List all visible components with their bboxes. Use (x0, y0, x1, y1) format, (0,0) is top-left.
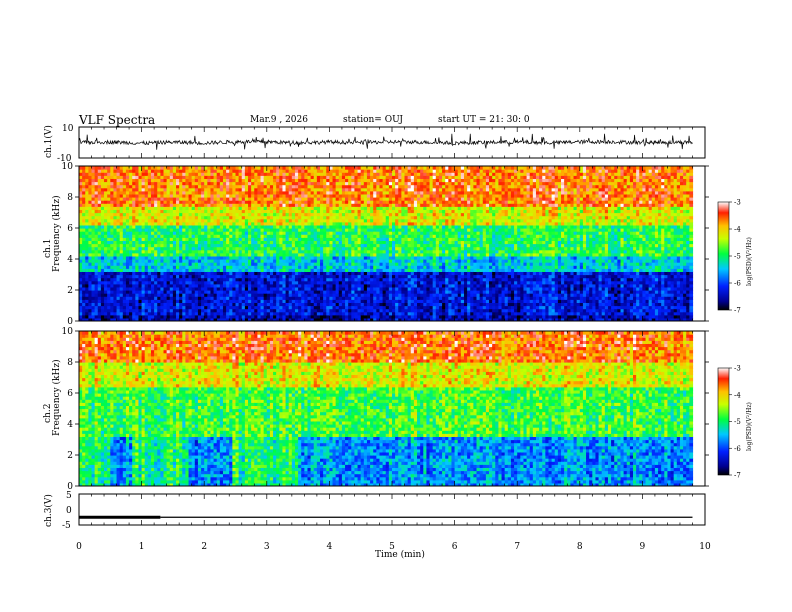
colorbar-tick-label: -3 (734, 199, 741, 207)
time-tick-label: 9 (640, 542, 646, 552)
ytick-label: 2 (67, 451, 73, 461)
ytick-label: 10 (62, 162, 74, 172)
colorbar-tick-label: -3 (734, 365, 741, 373)
ch1-colorbar: -3 -4 -5 -6 -7 log(PSD)(V²/Hz) (717, 199, 753, 315)
ch3-xticks (78, 494, 706, 525)
date-label: Mar.9 , 2026 (250, 115, 308, 125)
ytick-label: 0 (67, 482, 73, 492)
ch2-colorbar-label: log(PSD)(V²/Hz) (746, 402, 753, 451)
ytick-label: 4 (67, 420, 73, 430)
ch2-ylabel-frequency: Frequency (kHz) (51, 359, 62, 436)
colorbar-tick-label: -4 (734, 226, 741, 234)
ch3-ytick-mid: 0 (66, 506, 72, 516)
colorbar-tick-label: -6 (734, 445, 741, 453)
ytick-label: 6 (67, 389, 73, 399)
ch1-spectrogram-image (79, 166, 694, 321)
ytick-label: 4 (67, 255, 73, 265)
ch1-colorbar-label: log(PSD)(V²/Hz) (746, 237, 753, 286)
time-tick-label: 0 (76, 542, 82, 552)
start-ut-label: start UT = 21: 30: 0 (438, 115, 530, 125)
time-axis-label: Time (min) (375, 549, 425, 560)
ch2-spectrogram-panel: 0 2 4 6 8 10 ch.2 Frequency (kHz) (43, 327, 709, 492)
colorbar-tick-label: -7 (734, 472, 741, 480)
ch3-ytick-bottom: -5 (62, 521, 71, 531)
time-tick-label: 5 (389, 542, 395, 552)
ch2-spectrogram-image (79, 331, 694, 486)
colorbar-tick-label: -5 (734, 418, 741, 426)
time-tick-label: 1 (139, 542, 145, 552)
time-tick-label: 3 (264, 542, 270, 552)
station-label: station= OUJ (343, 115, 403, 125)
ytick-label: 10 (62, 327, 74, 337)
time-tick-label: 8 (577, 542, 583, 552)
ytick-label: 0 (67, 317, 73, 327)
ch2-xticks (78, 331, 706, 486)
ytick-label: 6 (67, 224, 73, 234)
time-tick-label: 10 (699, 542, 711, 552)
ch2-ylabel: ch.2 (43, 404, 53, 423)
wave-ytick-top: 10 (62, 124, 74, 134)
colorbar-tick-label: -7 (734, 307, 741, 315)
time-tick-label: 2 (201, 542, 207, 552)
ch3-ytick-top: 5 (66, 491, 72, 501)
ch1-spectrogram-panel: 0 2 4 6 8 10 ch.1 Frequency (kHz) (43, 162, 709, 327)
colorbar-tick-label: -4 (734, 391, 741, 399)
colorbar-tick-label: -5 (734, 253, 741, 261)
wave-ytick-bottom: -10 (57, 154, 72, 164)
ch1-waveform-panel: 10 -10 ch.1(V) (43, 124, 706, 164)
time-tick-label: 4 (327, 542, 333, 552)
ch1-xticks (78, 166, 706, 321)
time-tick-label: 7 (514, 542, 520, 552)
wave-xticks (78, 127, 706, 158)
ytick-label: 2 (67, 286, 73, 296)
ch2-yticks: 0 2 4 6 8 10 (62, 327, 709, 492)
figure-title: VLF Spectra (79, 113, 155, 127)
ytick-label: 8 (67, 193, 73, 203)
ch1-ylabel-frequency: Frequency (kHz) (51, 195, 62, 272)
ch2-colorbar: -3 -4 -5 -6 -7 log(PSD)(V²/Hz) (717, 365, 753, 480)
ch3-trace-panel: 5 0 -5 ch.3(V) 0 1 2 3 4 5 6 7 8 9 10 Time (min) (43, 491, 711, 560)
wave-ylabel: ch.1(V) (43, 125, 54, 158)
ch3-ylabel: ch.3(V) (43, 494, 54, 527)
colorbar-tick-label: -6 (734, 280, 741, 288)
time-tick-labels: 0 1 2 3 4 5 6 7 8 9 10 (76, 542, 711, 552)
ch1-yticks: 0 2 4 6 8 10 (62, 162, 709, 327)
ch1-waveform-line (79, 133, 693, 150)
ch1-ylabel: ch.1 (43, 239, 53, 258)
time-tick-label: 6 (452, 542, 458, 552)
ytick-label: 8 (67, 358, 73, 368)
